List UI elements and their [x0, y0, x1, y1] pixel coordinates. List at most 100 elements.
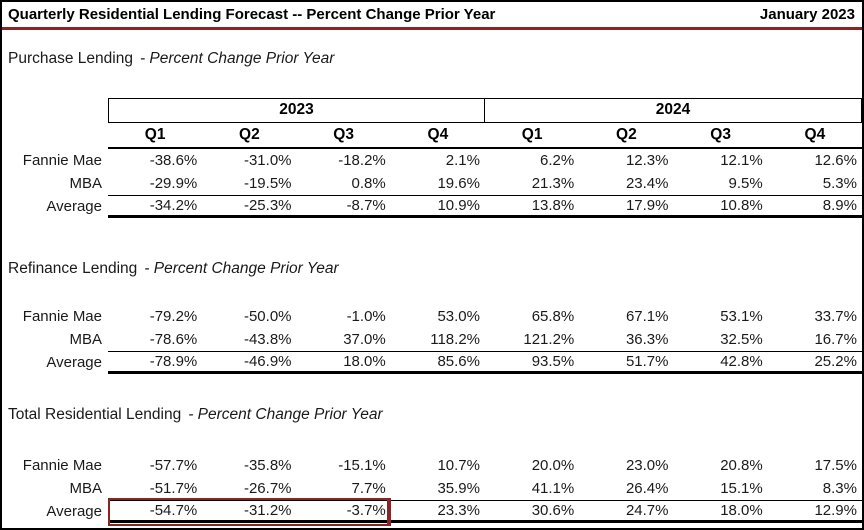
data-cell: -51.7%	[149, 480, 198, 497]
data-cell: 15.1%	[720, 480, 763, 497]
row-label-purchase-average: Average	[46, 198, 102, 215]
section-subtitle-total: - Percent Change Prior Year	[188, 406, 383, 423]
data-cell: 17.5%	[814, 457, 857, 474]
data-cell: -79.2%	[149, 308, 198, 325]
quarter-header-row: Q1 Q2 Q3 Q4 Q1 Q2 Q3 Q4	[2, 123, 862, 149]
data-cell: 18.0%	[296, 351, 391, 374]
quarter-header-spacer	[2, 123, 108, 149]
section-subtitle-purchase: - Percent Change Prior Year	[139, 50, 335, 67]
data-cell: -50.0%	[243, 308, 292, 325]
report-title: Quarterly Residential Lending Forecast -…	[8, 6, 496, 23]
data-cell: 9.5%	[728, 175, 763, 192]
data-cell: 51.7%	[579, 351, 674, 374]
data-cell: -31.2%	[202, 500, 297, 523]
data-cell: -38.6%	[149, 152, 198, 169]
data-cell: -31.0%	[243, 152, 292, 169]
data-cell: -78.6%	[149, 331, 198, 348]
table-row-average: Average -34.2% -25.3% -8.7% 10.9% 13.8% …	[2, 195, 862, 218]
section-title-refinance: Refinance Lending - Percent Change Prior …	[8, 260, 862, 278]
section-name-total: Total Residential Lending	[8, 406, 182, 423]
data-cell: -43.8%	[243, 331, 292, 348]
year-header-2024: 2024	[485, 98, 862, 123]
data-cell: -1.0%	[346, 308, 386, 325]
table-row: MBA -51.7% -26.7% 7.7% 35.9% 41.1% 26.4%…	[2, 477, 862, 500]
table-row: Fannie Mae -79.2% -50.0% -1.0% 53.0% 65.…	[2, 305, 862, 328]
year-header-2023: 2023	[108, 98, 485, 123]
row-label-total-fannie-mae: Fannie Mae	[22, 457, 102, 474]
data-cell: 35.9%	[437, 480, 480, 497]
data-cell: 25.2%	[767, 351, 862, 374]
data-cell: -35.8%	[243, 457, 292, 474]
row-label-total-average: Average	[46, 503, 102, 520]
data-cell: 41.1%	[531, 480, 575, 497]
data-cell: 13.8%	[485, 195, 580, 218]
data-cell: -29.9%	[149, 175, 198, 192]
data-cell: -19.5%	[243, 175, 292, 192]
data-cell: 8.9%	[767, 195, 862, 218]
data-cell: -3.7%	[296, 500, 391, 523]
data-cell: 24.7%	[579, 500, 674, 523]
row-label-refinance-fannie-mae: Fannie Mae	[22, 308, 102, 325]
data-cell: 7.7%	[351, 480, 386, 497]
data-cell: -15.1%	[338, 457, 386, 474]
report-date: January 2023	[759, 6, 855, 23]
data-cell: 53.1%	[720, 308, 763, 325]
table-row: MBA -29.9% -19.5% 0.8% 19.6% 21.3% 23.4%…	[2, 172, 862, 195]
data-cell: 18.0%	[673, 500, 768, 523]
table-row: Fannie Mae -38.6% -31.0% -18.2% 2.1% 6.2…	[2, 149, 862, 172]
table-row-average: Average -78.9% -46.9% 18.0% 85.6% 93.5% …	[2, 351, 862, 374]
col-header-2024-q4: Q4	[767, 123, 862, 149]
col-header-2024-q2: Q2	[579, 123, 674, 149]
data-cell: 30.6%	[485, 500, 580, 523]
data-cell: -54.7%	[108, 500, 203, 523]
data-cell: 93.5%	[485, 351, 580, 374]
row-label-refinance-mba: MBA	[69, 331, 102, 348]
data-cell: 10.7%	[437, 457, 480, 474]
data-cell: 23.3%	[390, 500, 485, 523]
data-cell: 12.1%	[720, 152, 763, 169]
col-header-2023-q3: Q3	[296, 123, 391, 149]
data-cell: -57.7%	[149, 457, 198, 474]
data-cell: 2.1%	[445, 152, 480, 169]
data-cell: 16.7%	[814, 331, 857, 348]
data-cell: 0.8%	[351, 175, 386, 192]
col-header-2024-q1: Q1	[485, 123, 580, 149]
col-header-2024-q3: Q3	[673, 123, 768, 149]
section-title-purchase: Purchase Lending - Percent Change Prior Y…	[8, 50, 862, 68]
data-cell: 33.7%	[814, 308, 857, 325]
data-cell: 118.2%	[430, 331, 480, 348]
col-header-2023-q2: Q2	[202, 123, 297, 149]
data-cell: 85.6%	[390, 351, 485, 374]
data-cell: 23.0%	[625, 457, 669, 474]
data-cell: -78.9%	[108, 351, 203, 374]
data-cell: 12.9%	[767, 500, 862, 523]
data-cell: 12.6%	[814, 152, 857, 169]
data-cell: 21.3%	[531, 175, 575, 192]
data-cell: 32.5%	[720, 331, 763, 348]
table-row-average-highlighted: Average -54.7% -31.2% -3.7% 23.3% 30.6% …	[2, 498, 862, 526]
data-cell: 19.6%	[437, 175, 480, 192]
year-header-row: 2023 2024	[2, 98, 862, 123]
data-cell: -18.2%	[338, 152, 386, 169]
row-label-refinance-average: Average	[46, 354, 102, 371]
data-cell: 17.9%	[579, 195, 674, 218]
data-cell: 5.3%	[822, 175, 857, 192]
data-cell: -46.9%	[202, 351, 297, 374]
data-cell: 20.8%	[720, 457, 763, 474]
data-cell: -25.3%	[202, 195, 297, 218]
table-row: MBA -78.6% -43.8% 37.0% 118.2% 121.2% 36…	[2, 328, 862, 351]
section-subtitle-refinance: - Percent Change Prior Year	[144, 260, 339, 277]
data-cell: -8.7%	[296, 195, 391, 218]
section-name-refinance: Refinance Lending	[8, 260, 138, 277]
data-cell: 53.0%	[437, 308, 480, 325]
data-cell: 8.3%	[822, 480, 857, 497]
row-label-purchase-mba: MBA	[69, 175, 102, 192]
data-cell: 65.8%	[531, 308, 575, 325]
data-cell: 42.8%	[673, 351, 768, 374]
data-cell: 23.4%	[625, 175, 669, 192]
col-header-2023-q1: Q1	[108, 123, 203, 149]
data-cell: 26.4%	[625, 480, 669, 497]
data-cell: 10.9%	[390, 195, 485, 218]
data-cell: -26.7%	[243, 480, 292, 497]
